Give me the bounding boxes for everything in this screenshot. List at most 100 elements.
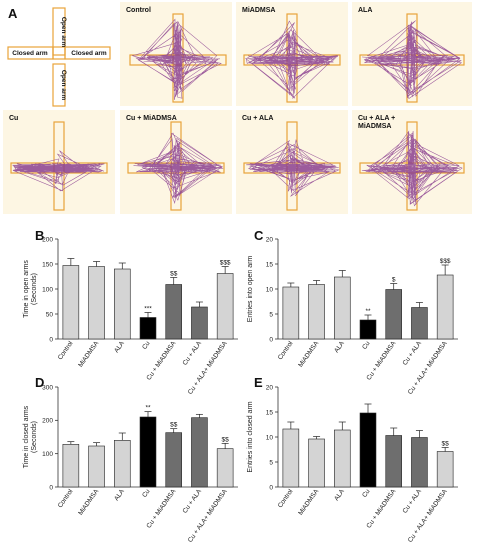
bar [165,284,182,340]
category-label: Cu + ALA [181,340,203,367]
category-label: Cu [141,340,152,351]
open-arm-top-label: Open arm [60,17,67,48]
bar [436,451,454,488]
panel-letter-a: A [8,6,18,21]
bar [385,289,402,340]
tile-label: Control [126,7,151,14]
y-tick-label: 15 [266,261,274,268]
y-tick-label: 10 [266,286,274,293]
bar [191,306,208,340]
mouse-track [245,20,339,99]
mouse-track [246,138,340,197]
category-label: ALA [113,488,126,503]
bar [139,416,157,488]
y-tick-label: 5 [269,459,273,466]
y-tick-label: 0 [269,336,273,343]
panel-letter-d: D [35,375,44,390]
open-arm-bottom-label: Open arm [60,70,67,101]
track-tile: Cu + ALA [236,110,348,214]
category-label: Cu [361,340,372,351]
category-label: Control [277,340,295,362]
bar [216,273,234,340]
schematic-open-arm-top [52,7,66,56]
panel-letter-e: E [254,375,263,390]
category-label: MiADMSA [297,488,320,517]
category-label: ALA [333,488,346,503]
tile-label: Cu + MiADMSA [126,115,177,122]
y-tick-label: 50 [46,311,54,318]
category-label: ALA [113,340,126,355]
significance-label: *** [144,306,152,313]
y-tick-label: 200 [42,236,53,243]
maze-schematic: Open arm Open arm Closed arm Closed arm [7,7,111,107]
bar [88,266,105,340]
bar [385,435,402,488]
mouse-track [362,20,463,99]
y-tick-label: 300 [42,384,53,391]
significance-label: ** [365,308,371,315]
bar [62,444,80,488]
chart-d: D 0 100 200 300 Time in closed arms(Seconds) C… [23,375,238,544]
bar [411,437,428,488]
mouse-track [12,150,105,192]
y-axis-title: Entries into closed arm [247,401,254,472]
category-label: MiADMSA [77,340,100,369]
panel-letter-c: C [254,228,264,243]
track-tiles: Control MiADMSA ALA Cu Cu + MiADMSA Cu + ALA C… [3,2,472,214]
mouse-track [133,132,224,204]
bar [359,412,377,488]
tile-label: Cu + ALA + [358,115,395,122]
y-tick-label: 0 [49,336,53,343]
panel-letter-b: B [35,228,44,243]
track-tile: Control [120,2,232,106]
bar [62,265,80,340]
y-tick-label: 10 [266,434,274,441]
track-tile: Cu + MiADMSA [120,110,232,214]
category-label: Cu + ALA [401,488,423,515]
bar [139,317,157,340]
bar [411,307,428,340]
category-label: MiADMSA [77,488,100,517]
track-tile: MiADMSA [236,2,348,106]
y-tick-label: 100 [42,286,53,293]
bar [114,268,131,340]
chart-e: E 0 5 10 15 20 Entries into closed arm Control M… [247,375,458,544]
y-tick-label: 150 [42,261,53,268]
significance-label: ** [145,405,151,412]
y-tick-label: 20 [266,384,274,391]
significance-label: $$ [442,441,450,448]
y-tick-label: 0 [269,484,273,491]
track-tile: Cu [3,110,115,214]
category-label: Cu + ALA [181,488,203,515]
mouse-track [361,130,463,207]
y-axis-title: Entries into open arm [247,256,254,323]
tile-label: MiADMSA [358,123,391,130]
bar [334,429,351,488]
schematic-center [52,46,66,60]
category-label: Control [277,488,295,510]
tile-background [3,110,115,214]
significance-label: $$ [170,271,178,278]
category-label: Cu [361,488,372,499]
tile-label: Cu + ALA [242,115,273,122]
category-label: Control [57,488,75,510]
category-label: Cu [141,488,152,499]
tile-label: ALA [358,7,372,14]
chart-c: C 0 5 10 15 20 Entries into open arm Control MiA… [247,228,458,396]
significance-label: $$ [222,436,230,443]
tile-closed-arm-outline [10,162,108,174]
tile-label: Cu [9,115,18,122]
y-tick-label: 15 [266,409,274,416]
y-tick-label: 20 [266,236,274,243]
y-axis-title: Time in closed arms(Seconds) [23,405,38,468]
y-tick-label: 5 [269,311,273,318]
bar [282,286,300,340]
significance-label: $ [392,277,396,284]
chart-b: B 0 50 100 150 200 Time in open arms(Seconds) C… [23,228,238,396]
y-tick-label: 200 [42,418,53,425]
closed-arm-left-label: Closed arm [12,50,48,57]
bar [436,274,454,340]
significance-label: $$ [170,422,178,429]
